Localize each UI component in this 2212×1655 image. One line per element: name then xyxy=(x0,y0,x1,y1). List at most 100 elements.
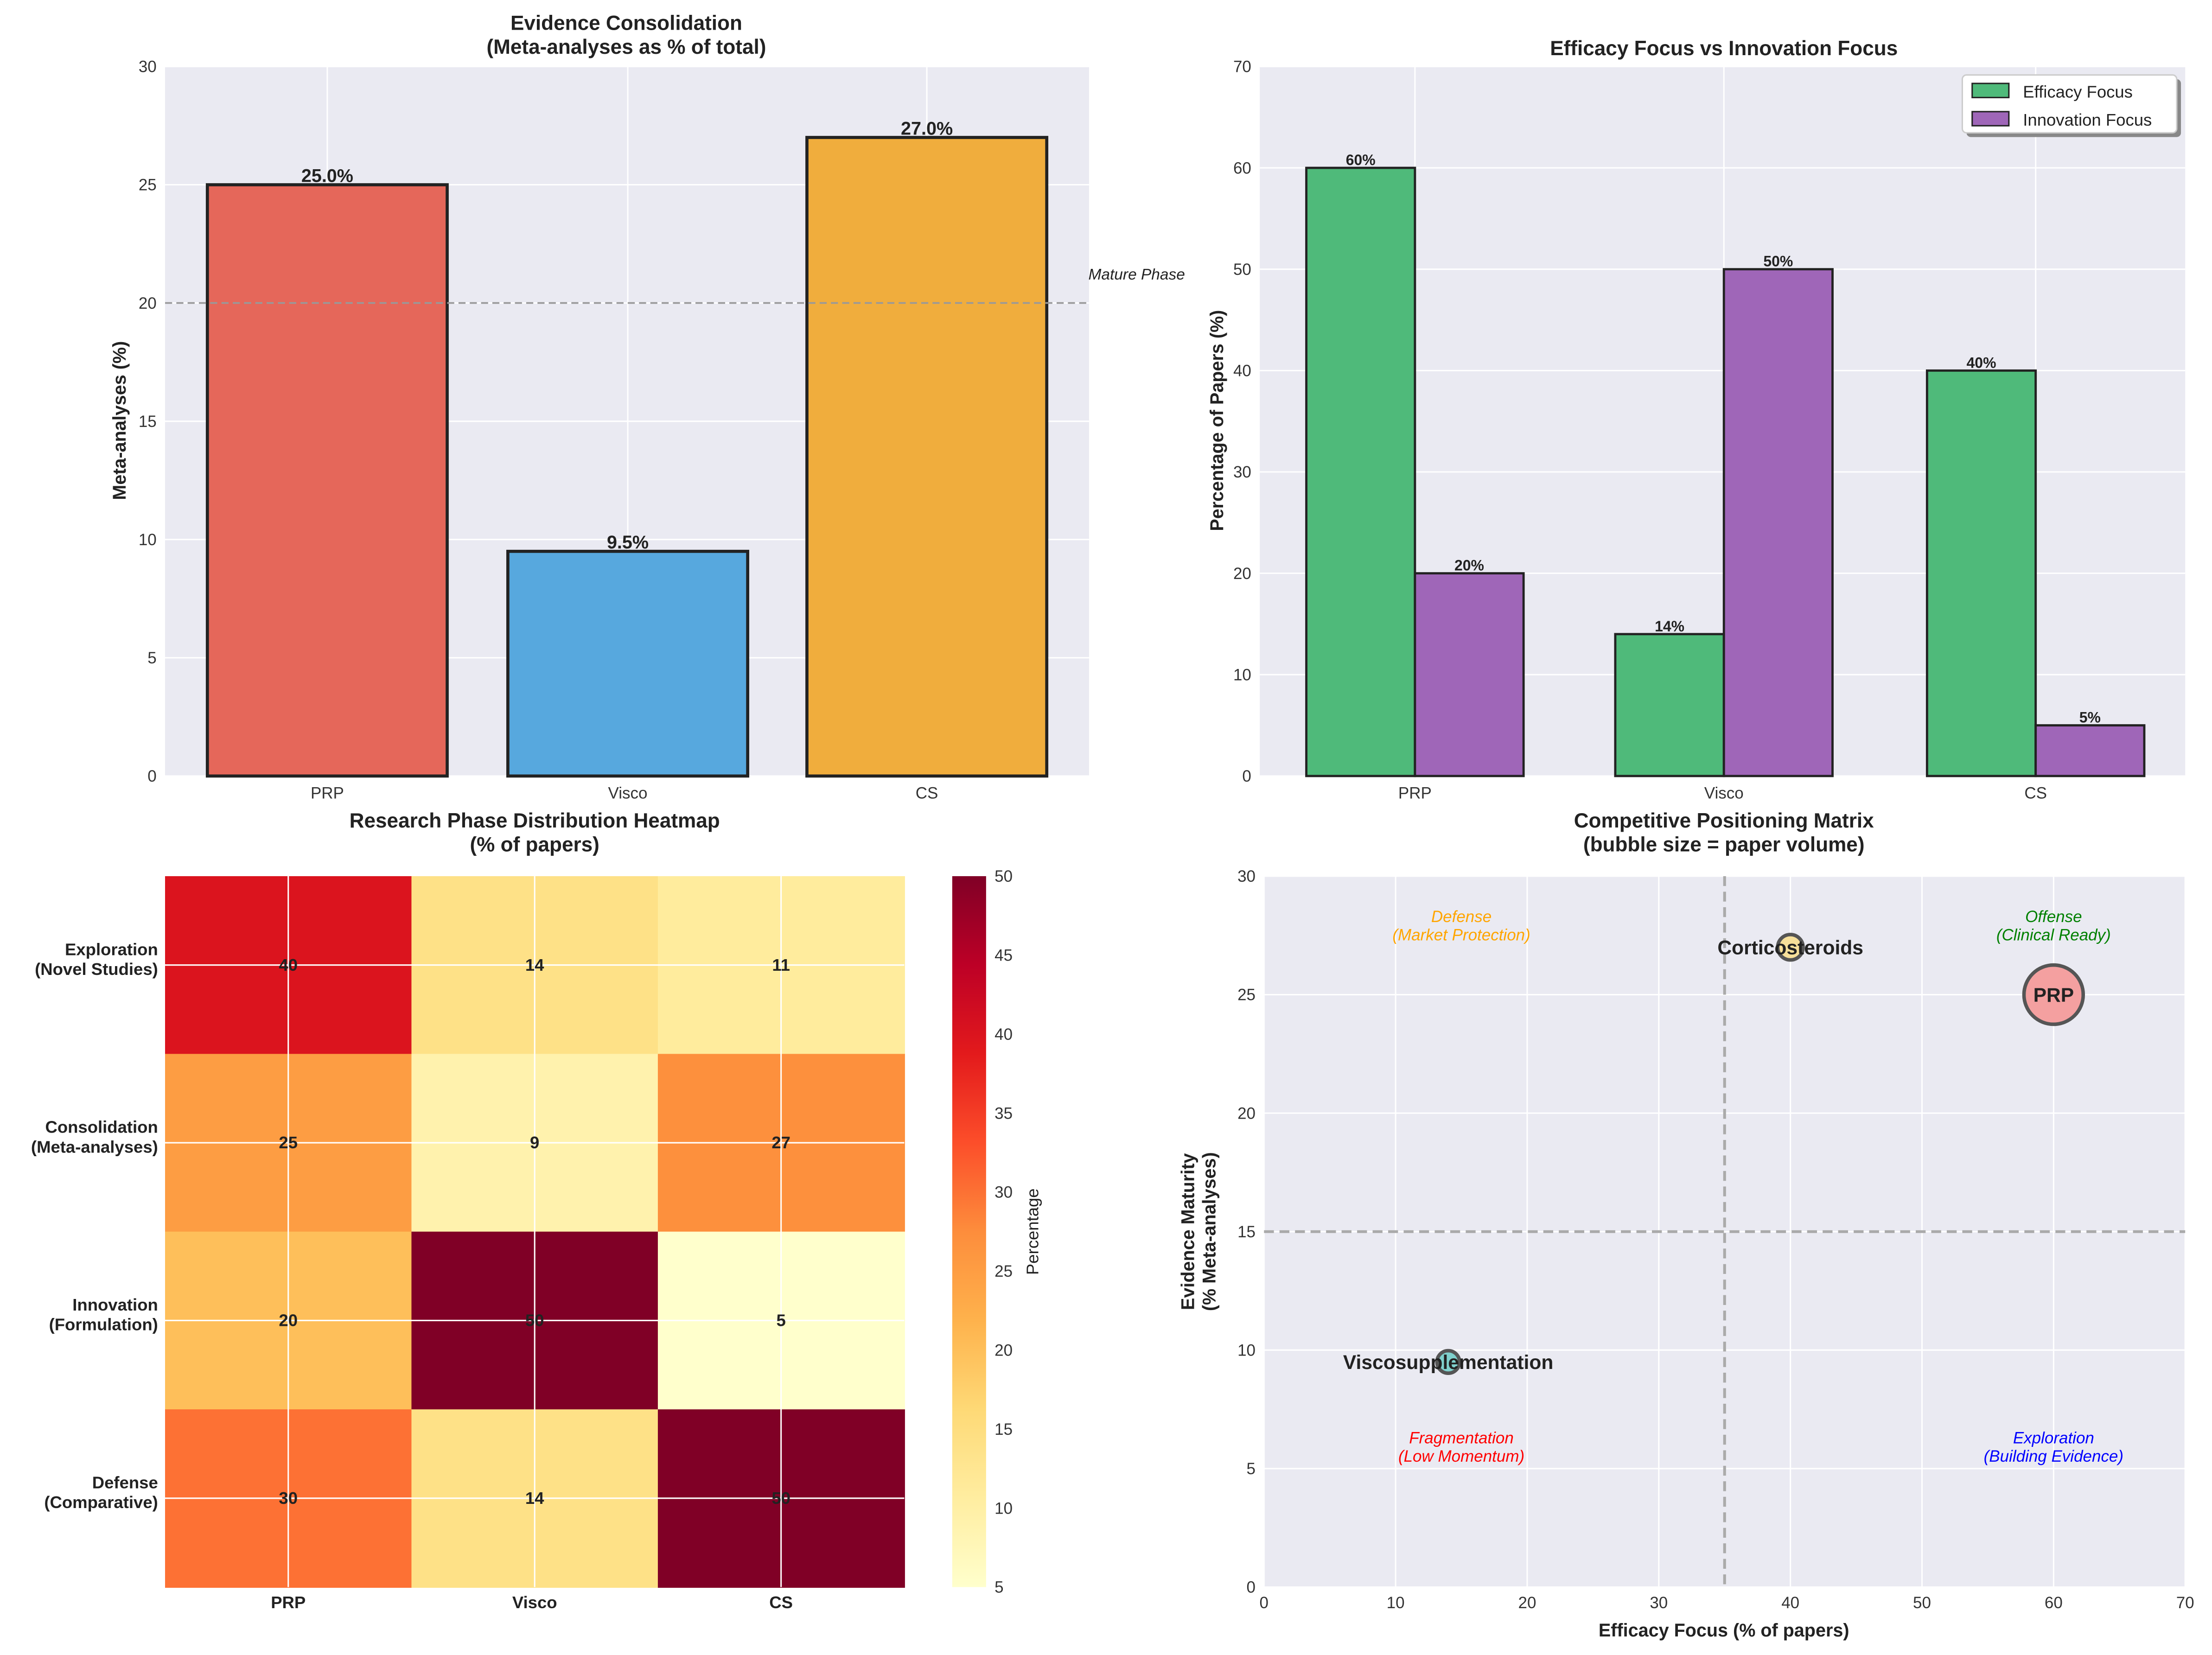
heatmap-cell-value: 40 xyxy=(279,955,298,974)
x-axis-label: Efficacy Focus (% of papers) xyxy=(1599,1620,1849,1641)
bar-data-label: 40% xyxy=(1967,354,1996,371)
efficacy-y-tick-label: 60 xyxy=(1233,159,1251,177)
bar-innovation-focus-visco xyxy=(1722,268,1834,777)
matrix-y-tick-label: 30 xyxy=(1237,867,1256,885)
x-tick-label: Visco xyxy=(608,784,648,802)
legend-entry: Innovation Focus xyxy=(2023,110,2152,129)
x-tick-label: 40 xyxy=(1781,1594,1799,1612)
legend-swatch xyxy=(1971,111,2010,127)
mature-phase-label: Mature Phase xyxy=(1089,266,1185,283)
bar-innovation-focus-prp xyxy=(1414,572,1525,777)
bar-data-label: 27.0% xyxy=(901,118,953,139)
heatmap-cell-value: 27 xyxy=(771,1133,790,1152)
matrix-y-tick-label: 15 xyxy=(1237,1223,1256,1241)
heatmap-cell-value: 50 xyxy=(771,1489,790,1508)
legend-swatch xyxy=(1971,83,2010,98)
heatmap-row-label: Exploration (Novel Studies) xyxy=(35,940,158,979)
matrix-y-tick-label: 25 xyxy=(1237,986,1256,1004)
chart-title: Evidence Consolidation (Meta-analyses as … xyxy=(486,12,766,58)
quadrant-label: Defense (Market Protection) xyxy=(1392,908,1530,944)
bar-data-label: 25.0% xyxy=(301,166,353,186)
heatmap-row-label: Defense (Comparative) xyxy=(44,1473,158,1512)
x-tick-label: CS xyxy=(916,784,938,802)
chart-title: Competitive Positioning Matrix (bubble si… xyxy=(1574,809,1874,856)
x-tick-label: 30 xyxy=(1650,1594,1668,1612)
efficacy-y-tick-label: 70 xyxy=(1233,58,1251,76)
bar-cs xyxy=(805,136,1049,778)
matrix-y-tick-label: 0 xyxy=(1247,1579,1256,1597)
efficacy-y-tick-label: 10 xyxy=(1233,666,1251,684)
colorbar-tick-label: 25 xyxy=(994,1262,1013,1280)
bubble-label: Corticosteroids xyxy=(1717,937,1863,959)
colorbar-tick-label: 45 xyxy=(994,947,1013,965)
colorbar-tick-label: 35 xyxy=(994,1104,1013,1122)
colorbar-tick-label: 50 xyxy=(994,867,1013,885)
evidence-y-tick-label: 25 xyxy=(139,176,157,194)
bar-innovation-focus-cs xyxy=(2034,724,2146,777)
bar-data-label: 20% xyxy=(1454,557,1484,574)
bubble-label: Viscosupplementation xyxy=(1343,1351,1553,1374)
heatmap-cell-value: 9 xyxy=(530,1133,539,1152)
bar-data-label: 14% xyxy=(1655,618,1684,635)
legend-entry: Efficacy Focus xyxy=(2023,82,2133,101)
heatmap-cell-value: 30 xyxy=(279,1489,298,1508)
heatmap-column-label: PRP xyxy=(271,1593,306,1612)
bubble-viscosupplementation xyxy=(1435,1349,1461,1375)
heatmap-cell-value: 5 xyxy=(777,1311,786,1330)
bubble-label: PRP xyxy=(2034,984,2074,1006)
evidence-y-tick-label: 0 xyxy=(147,767,156,785)
heatmap-row-label: Consolidation (Meta-analyses) xyxy=(31,1118,158,1157)
colorbar-tick-label: 20 xyxy=(994,1342,1013,1360)
bubble-corticosteroids xyxy=(1776,933,1805,962)
x-tick-label: Visco xyxy=(1704,784,1744,802)
evidence-y-tick-label: 20 xyxy=(139,294,157,312)
bar-data-label: 60% xyxy=(1346,152,1376,168)
heatmap-row-label: Innovation (Formulation) xyxy=(49,1295,158,1334)
bar-efficacy-focus-visco xyxy=(1614,633,1725,777)
bar-visco xyxy=(506,549,749,778)
heatmap-cell-value: 20 xyxy=(279,1311,298,1330)
y-axis-label: Percentage of Papers (%) xyxy=(1207,310,1227,531)
colorbar-tick-label: 40 xyxy=(994,1025,1013,1044)
efficacy-y-tick-label: 40 xyxy=(1233,362,1251,380)
bar-efficacy-focus-cs xyxy=(1925,369,2037,777)
bar-data-label: 9.5% xyxy=(607,532,649,553)
colorbar-label: Percentage xyxy=(1023,1188,1042,1275)
x-tick-label: PRP xyxy=(311,784,344,802)
evidence-y-tick-label: 30 xyxy=(139,58,157,76)
colorbar-tick-label: 10 xyxy=(994,1499,1013,1517)
legend xyxy=(1961,74,2181,137)
quadrant-label: Exploration (Building Evidence) xyxy=(1984,1429,2123,1465)
heatmap-cell-value: 14 xyxy=(525,955,544,974)
evidence-y-tick-label: 15 xyxy=(139,413,157,431)
x-tick-label: 10 xyxy=(1387,1594,1405,1612)
x-tick-label: CS xyxy=(2024,784,2047,802)
efficacy-y-tick-label: 50 xyxy=(1233,261,1251,279)
matrix-y-tick-label: 20 xyxy=(1237,1104,1256,1122)
y-axis-label: Meta-analyses (%) xyxy=(109,341,130,500)
matrix-y-tick-label: 10 xyxy=(1237,1342,1256,1360)
quadrant-label: Offense (Clinical Ready) xyxy=(1996,908,2111,944)
colorbar-tick-label: 5 xyxy=(994,1579,1003,1597)
efficacy-y-tick-label: 20 xyxy=(1233,565,1251,583)
x-tick-label: 50 xyxy=(1913,1594,1931,1612)
quadrant-label: Fragmentation (Low Momentum) xyxy=(1398,1429,1524,1465)
heatmap-cell-value: 11 xyxy=(772,955,790,974)
heatmap-column-label: CS xyxy=(769,1593,793,1612)
bar-prp xyxy=(205,183,449,778)
legend-box xyxy=(1961,74,2178,134)
bar-data-label: 5% xyxy=(2079,709,2101,726)
heatmap-cell-value: 14 xyxy=(525,1489,544,1508)
y-axis-label: Evidence Maturity (% Meta-analyses) xyxy=(1178,1152,1220,1311)
colorbar-tick-label: 15 xyxy=(994,1420,1013,1439)
efficacy-y-tick-label: 30 xyxy=(1233,463,1251,481)
x-tick-label: 60 xyxy=(2045,1594,2063,1612)
colorbar-tick-label: 30 xyxy=(994,1184,1013,1202)
heatmap-cell-value: 25 xyxy=(279,1133,298,1152)
x-tick-label: 20 xyxy=(1518,1594,1536,1612)
x-tick-label: 0 xyxy=(1260,1594,1269,1612)
x-tick-label: 70 xyxy=(2176,1594,2194,1612)
bar-data-label: 50% xyxy=(1763,253,1793,270)
heatmap-column-label: Visco xyxy=(512,1593,557,1612)
